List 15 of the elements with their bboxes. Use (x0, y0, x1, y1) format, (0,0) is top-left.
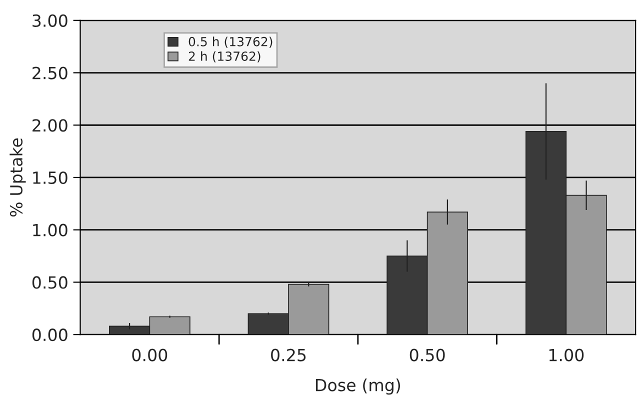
x-tick-label: 0.25 (271, 348, 306, 362)
y-tick-label: 0.50 (32, 276, 68, 289)
y-tick-label: 1.50 (33, 171, 68, 184)
legend-label: 2 h (13762) (188, 51, 260, 62)
y-tick-label: 2.00 (32, 119, 68, 132)
y-axis-title: % Uptake (10, 138, 26, 217)
x-axis-title: Dose (mg) (316, 378, 400, 395)
x-tick-label: 1.00 (549, 348, 584, 362)
x-tick-label: 0.00 (132, 348, 168, 362)
y-tick-label: 3.00 (32, 14, 68, 27)
y-tick-label: 2.50 (32, 66, 68, 80)
y-tick-label: 1.00 (33, 224, 68, 236)
y-tick-label: 0.00 (32, 328, 68, 342)
legend-label: 0.5 h (13762) (188, 36, 272, 48)
x-tick-label: 0.50 (410, 348, 445, 362)
